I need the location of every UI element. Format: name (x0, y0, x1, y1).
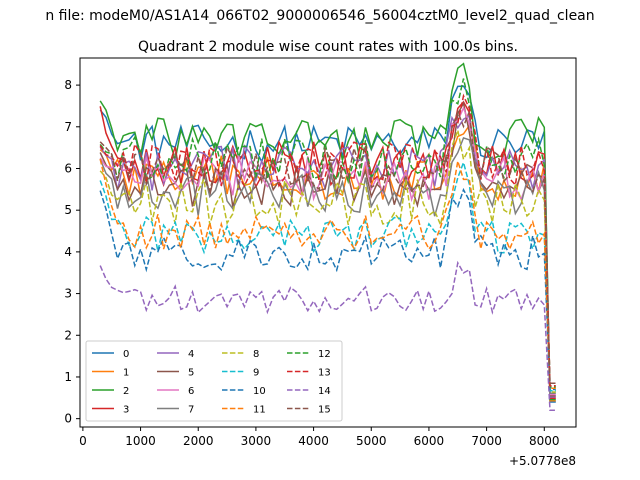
y-tick-label: 3 (64, 287, 72, 301)
y-axis: 0 1 2 3 4 5 6 7 8 (64, 78, 80, 426)
series-line-0 (99, 85, 556, 403)
legend-label-5: 5 (188, 368, 194, 379)
series-line-8 (99, 127, 556, 393)
legend-label-6: 6 (188, 386, 194, 397)
legend-label-8: 8 (253, 349, 259, 360)
axes-frame (79, 57, 577, 428)
legend-label-11: 11 (253, 405, 266, 416)
x-axis: 0 1000 2000 3000 4000 5000 6000 7000 8000 (79, 427, 560, 448)
series-line-11 (99, 158, 556, 389)
y-tick-label: 1 (64, 370, 72, 384)
y-tick-label: 6 (64, 161, 72, 175)
figure-suptitle: n file: modeM0/AS1A14_066T02_9000006546_… (45, 8, 594, 24)
legend-label-15: 15 (318, 405, 331, 416)
x-tick-label: 0 (79, 434, 87, 448)
legend-label-1: 1 (123, 368, 129, 379)
x-axis-offset-label: +5.0778e8 (509, 454, 576, 468)
legend-label-10: 10 (253, 386, 266, 397)
x-tick-label: 6000 (414, 434, 445, 448)
y-tick-label: 8 (64, 78, 72, 92)
y-tick-label: 5 (64, 203, 72, 217)
legend-label-7: 7 (188, 405, 194, 416)
plot-area (99, 62, 556, 412)
series-line-7 (99, 136, 556, 394)
legend-label-14: 14 (318, 386, 331, 397)
legend-label-13: 13 (318, 368, 331, 379)
series-line-9 (99, 160, 556, 392)
x-tick-label: 7000 (471, 434, 502, 448)
series-line-13 (99, 93, 556, 387)
x-tick-label: 4000 (298, 434, 329, 448)
y-tick-label: 7 (64, 120, 72, 134)
x-tick-label: 5000 (356, 434, 387, 448)
x-tick-label: 8000 (529, 434, 560, 448)
chart-title: Quadrant 2 module wise count rates with … (138, 39, 518, 55)
legend-label-2: 2 (123, 386, 129, 397)
x-tick-label: 3000 (241, 434, 272, 448)
series-line-6 (99, 106, 556, 396)
y-tick-label: 2 (64, 328, 72, 342)
x-tick-label: 1000 (125, 434, 156, 448)
y-tick-label: 0 (64, 412, 72, 426)
x-tick-label: 2000 (183, 434, 214, 448)
legend-label-4: 4 (188, 349, 194, 360)
legend-label-9: 9 (253, 368, 259, 379)
y-tick-label: 4 (64, 245, 72, 259)
series-line-15 (99, 109, 556, 384)
legend-label-0: 0 (123, 349, 129, 360)
legend-label-12: 12 (318, 349, 331, 360)
legend-label-3: 3 (123, 405, 129, 416)
legend-box (85, 340, 343, 422)
